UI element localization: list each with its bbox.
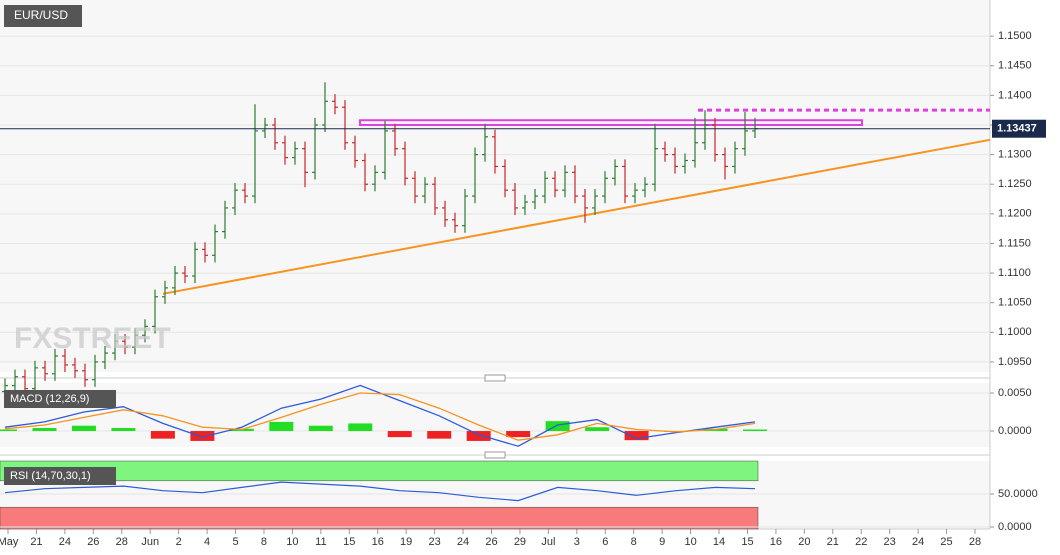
x-tick-label: 4 bbox=[204, 536, 210, 548]
x-tick-label: 29 bbox=[514, 536, 526, 548]
x-tick-label: 10 bbox=[286, 536, 298, 548]
chart-title: EUR/USD bbox=[14, 8, 68, 22]
x-tick-label: 25 bbox=[940, 536, 952, 548]
y-tick-label: 1.1500 bbox=[998, 30, 1032, 42]
layer: 1.15001.14501.14001.13501.13001.12501.12… bbox=[0, 30, 1046, 548]
x-tick-label: 26 bbox=[87, 536, 99, 548]
watermark: FXSTREET bbox=[14, 322, 171, 355]
macd-title: MACD (12,26,9) bbox=[10, 393, 89, 405]
y-tick-label: 1.1450 bbox=[998, 60, 1032, 72]
x-tick-label: 24 bbox=[59, 536, 71, 548]
x-tick-label: 22 bbox=[855, 536, 867, 548]
histogram-bar bbox=[585, 427, 610, 432]
rsi-line bbox=[4, 481, 756, 502]
histogram-bar bbox=[387, 431, 412, 438]
x-tick-label: 10 bbox=[684, 536, 696, 548]
histogram-bar bbox=[308, 425, 333, 432]
resistance-zone bbox=[359, 119, 863, 126]
x-tick-label: May bbox=[0, 536, 19, 548]
y-tick-label: 1.1050 bbox=[998, 297, 1032, 309]
histogram-bar bbox=[269, 421, 294, 432]
rsi-title: RSI (14,70,30,1) bbox=[10, 470, 91, 482]
histogram-bar bbox=[743, 429, 767, 432]
x-tick-label: Jul bbox=[541, 536, 555, 548]
histogram-bar bbox=[545, 421, 570, 432]
x-tick-label: Jun bbox=[141, 536, 159, 548]
oversold-zone bbox=[0, 506, 759, 530]
y-tick-label: 1.1000 bbox=[998, 326, 1032, 338]
histogram-bar bbox=[466, 431, 491, 441]
histogram-bar bbox=[71, 425, 96, 432]
x-tick-label: 15 bbox=[343, 536, 355, 548]
x-tick-label: 20 bbox=[798, 536, 810, 548]
histogram-bar bbox=[624, 431, 649, 441]
y-tick-label: 0.0000 bbox=[998, 425, 1032, 437]
histogram-bar bbox=[427, 431, 452, 439]
y-tick-label: 1.1300 bbox=[998, 149, 1032, 161]
price-panel bbox=[0, 0, 990, 372]
x-tick-label: 21 bbox=[827, 536, 839, 548]
x-tick-label: 28 bbox=[116, 536, 128, 548]
histogram-bar bbox=[150, 431, 175, 439]
histogram-bar bbox=[348, 423, 373, 432]
macd-title-box bbox=[4, 390, 116, 408]
macd-line bbox=[4, 384, 756, 447]
x-tick-label: 24 bbox=[457, 536, 469, 548]
y-tick-label: 1.1150 bbox=[998, 237, 1031, 249]
x-tick-label: 11 bbox=[315, 536, 326, 548]
y-tick-label: 1.0950 bbox=[998, 356, 1032, 368]
x-tick-label: 28 bbox=[969, 536, 981, 548]
y-tick-label: 50.0000 bbox=[998, 488, 1038, 500]
y-tick-label: 1.1250 bbox=[998, 178, 1032, 190]
y-tick-label: 0.0050 bbox=[998, 387, 1032, 399]
histogram-bar bbox=[111, 427, 136, 432]
x-tick-label: 2 bbox=[176, 536, 182, 548]
x-tick-label: 23 bbox=[884, 536, 896, 548]
overbought-zone bbox=[0, 460, 759, 482]
macd-line bbox=[4, 392, 756, 441]
x-tick-label: 16 bbox=[770, 536, 782, 548]
x-tick-label: 19 bbox=[400, 536, 412, 548]
x-tick-label: 16 bbox=[372, 536, 384, 548]
x-tick-label: 5 bbox=[232, 536, 238, 548]
x-tick-label: 14 bbox=[713, 536, 725, 548]
price-label: 1.13437 bbox=[997, 123, 1037, 135]
x-tick-label: 8 bbox=[631, 536, 637, 548]
x-tick-label: 3 bbox=[574, 536, 580, 548]
price-label-box bbox=[992, 119, 1046, 138]
histogram-bar bbox=[0, 429, 17, 432]
x-tick-label: 6 bbox=[602, 536, 608, 548]
y-tick-label: 1.1200 bbox=[998, 208, 1032, 220]
x-tick-label: 8 bbox=[261, 536, 267, 548]
histogram-bar bbox=[506, 431, 531, 438]
x-tick-label: 21 bbox=[30, 536, 42, 548]
x-tick-label: 23 bbox=[428, 536, 440, 548]
y-tick-label: 1.1400 bbox=[998, 89, 1032, 101]
resize-handle[interactable] bbox=[484, 374, 506, 382]
y-tick-label: 1.1100 bbox=[998, 267, 1031, 279]
y-tick-label: 0.0000 bbox=[998, 521, 1032, 533]
x-tick-label: 24 bbox=[912, 536, 924, 548]
x-tick-label: 26 bbox=[485, 536, 497, 548]
title-box bbox=[4, 5, 82, 27]
trendline bbox=[162, 138, 991, 295]
rsi-title-box bbox=[4, 467, 116, 485]
x-tick-label: 9 bbox=[659, 536, 665, 548]
x-tick-label: 15 bbox=[741, 536, 753, 548]
histogram-bar bbox=[32, 427, 57, 432]
resize-handle[interactable] bbox=[484, 451, 506, 459]
histogram-bar bbox=[190, 431, 215, 441]
